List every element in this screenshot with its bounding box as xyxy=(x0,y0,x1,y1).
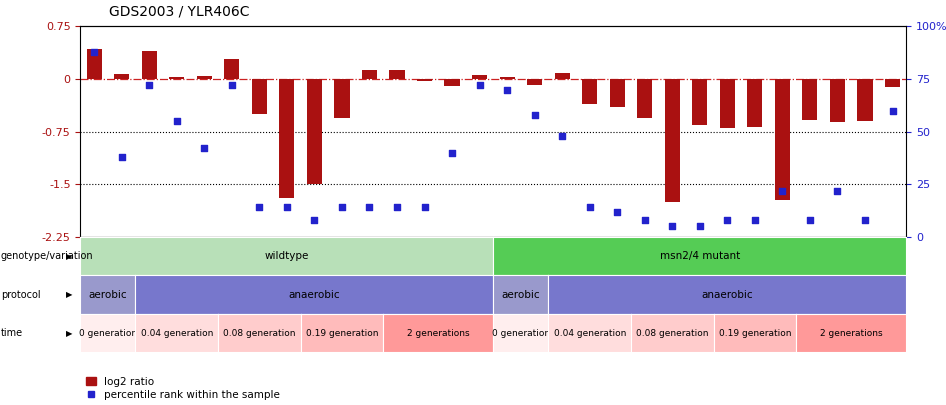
Point xyxy=(554,132,569,139)
Bar xyxy=(720,79,735,128)
Point xyxy=(830,188,845,194)
Text: 2 generations: 2 generations xyxy=(407,328,469,338)
Text: genotype/variation: genotype/variation xyxy=(1,251,94,261)
Text: msn2/4 mutant: msn2/4 mutant xyxy=(659,251,740,261)
Point xyxy=(857,217,872,223)
Bar xyxy=(334,79,349,117)
Bar xyxy=(224,59,239,79)
Point xyxy=(417,204,432,211)
Point xyxy=(885,107,900,114)
Bar xyxy=(747,79,762,127)
Bar xyxy=(830,79,845,122)
Bar xyxy=(665,79,680,202)
Point xyxy=(472,82,487,89)
Text: 0 generation: 0 generation xyxy=(492,328,550,338)
Bar xyxy=(445,79,460,86)
Point xyxy=(499,86,515,93)
Text: anaerobic: anaerobic xyxy=(289,290,341,300)
Text: 0.08 generation: 0.08 generation xyxy=(223,328,295,338)
Bar xyxy=(252,79,267,114)
Text: aerobic: aerobic xyxy=(89,290,128,300)
Bar xyxy=(169,77,184,79)
Text: anaerobic: anaerobic xyxy=(702,290,753,300)
Point xyxy=(720,217,735,223)
Bar xyxy=(857,79,872,121)
Bar xyxy=(417,79,432,81)
Text: time: time xyxy=(1,328,23,338)
Point xyxy=(362,204,377,211)
Bar xyxy=(638,79,653,117)
Bar xyxy=(554,73,569,79)
Text: ▶: ▶ xyxy=(66,290,73,299)
Bar xyxy=(499,77,515,79)
Point xyxy=(609,209,624,215)
Point xyxy=(307,217,322,223)
Bar xyxy=(527,79,542,85)
Text: aerobic: aerobic xyxy=(501,290,540,300)
Bar xyxy=(775,79,790,200)
Text: 0 generation: 0 generation xyxy=(79,328,137,338)
Bar xyxy=(472,75,487,79)
Bar xyxy=(307,79,322,184)
Bar xyxy=(885,79,900,87)
Point xyxy=(197,145,212,152)
Point xyxy=(390,204,405,211)
Point xyxy=(252,204,267,211)
Text: GDS2003 / YLR406C: GDS2003 / YLR406C xyxy=(109,4,250,18)
Point xyxy=(87,48,102,55)
Bar xyxy=(142,51,157,79)
Text: protocol: protocol xyxy=(1,290,41,300)
Bar xyxy=(279,79,294,198)
Point xyxy=(224,82,239,89)
Bar xyxy=(390,70,405,79)
Bar xyxy=(802,79,817,120)
Bar xyxy=(114,74,130,79)
Point xyxy=(279,204,294,211)
Point xyxy=(142,82,157,89)
Point xyxy=(445,149,460,156)
Bar xyxy=(692,79,708,125)
Point xyxy=(747,217,762,223)
Text: ▶: ▶ xyxy=(66,328,73,338)
Text: 0.19 generation: 0.19 generation xyxy=(719,328,791,338)
Bar xyxy=(87,49,102,79)
Point xyxy=(114,153,130,160)
Text: 0.19 generation: 0.19 generation xyxy=(306,328,378,338)
Point xyxy=(802,217,817,223)
Point xyxy=(527,111,542,118)
Point xyxy=(775,188,790,194)
Legend: log2 ratio, percentile rank within the sample: log2 ratio, percentile rank within the s… xyxy=(86,377,280,400)
Text: 0.08 generation: 0.08 generation xyxy=(636,328,709,338)
Text: ▶: ▶ xyxy=(66,252,73,261)
Point xyxy=(665,223,680,230)
Point xyxy=(582,204,597,211)
Point xyxy=(334,204,349,211)
Text: wildtype: wildtype xyxy=(265,251,309,261)
Bar xyxy=(197,76,212,79)
Point xyxy=(692,223,708,230)
Bar xyxy=(582,79,597,104)
Text: 0.04 generation: 0.04 generation xyxy=(141,328,213,338)
Text: 0.04 generation: 0.04 generation xyxy=(553,328,626,338)
Point xyxy=(638,217,653,223)
Bar xyxy=(609,79,624,107)
Point xyxy=(169,118,184,124)
Bar xyxy=(362,70,377,79)
Text: 2 generations: 2 generations xyxy=(820,328,883,338)
